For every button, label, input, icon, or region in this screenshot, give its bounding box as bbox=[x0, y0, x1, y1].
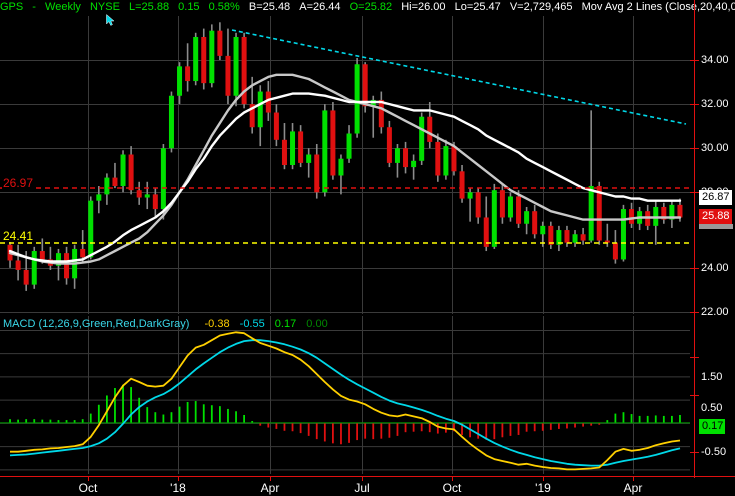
price-tag-resistance: 26.97 bbox=[2, 176, 35, 190]
time-axis-label: Apr bbox=[623, 481, 643, 495]
axis-tick bbox=[690, 60, 699, 61]
quote-bar: GPS - Weekly NYSE L=25.88 0.15 0.58% B=2… bbox=[0, 0, 735, 15]
exchange-label: NYSE bbox=[89, 1, 120, 13]
time-axis-label: Jul bbox=[354, 481, 370, 495]
time-axis-tick bbox=[362, 476, 363, 481]
last-price-label: L=25.88 bbox=[129, 1, 170, 13]
macd-title[interactable]: MACD (12,26,9,Green,Red,DarkGray) bbox=[3, 318, 190, 330]
macd-signal-value: -0.55 bbox=[239, 318, 265, 330]
time-axis-label: Oct bbox=[78, 481, 98, 495]
macd-zero-value: 0.00 bbox=[306, 318, 328, 330]
low-label: Lo=25.47 bbox=[454, 1, 501, 13]
macd-axis-label-050: 0.50 bbox=[701, 402, 723, 414]
price-tag-support: 24.41 bbox=[2, 229, 35, 243]
open-label: O=25.82 bbox=[349, 1, 393, 13]
macd-value: -0.38 bbox=[204, 318, 230, 330]
volume-bar-marker bbox=[699, 224, 733, 229]
change-label: 0.15 bbox=[178, 1, 200, 13]
axis-tick bbox=[690, 104, 699, 105]
indicator-label[interactable]: Mov Avg 2 Lines (Close,20,40,0) bbox=[581, 1, 735, 13]
volume-label: V=2,729,465 bbox=[509, 1, 573, 13]
symbol-label[interactable]: GPS bbox=[0, 1, 24, 13]
axis-tick bbox=[690, 312, 699, 313]
axis-vertical-line bbox=[694, 0, 695, 478]
bid-ask-price-box: 26.87 bbox=[699, 190, 732, 205]
time-axis-tick bbox=[88, 476, 89, 481]
axis-label-34: 34.00 bbox=[701, 54, 729, 66]
time-axis-label: '19 bbox=[535, 481, 551, 495]
interval-label[interactable]: Weekly bbox=[45, 1, 81, 13]
time-axis[interactable]: Oct '18 Apr Jul Oct '19 Apr bbox=[0, 474, 735, 496]
macd-hist-value: 0.17 bbox=[274, 318, 297, 330]
time-axis-tick bbox=[633, 476, 634, 481]
price-axis[interactable]: 34.00 32.00 30.00 28.00 24.00 22.00 26.8… bbox=[690, 0, 735, 478]
price-chart-panel[interactable] bbox=[0, 16, 690, 314]
axis-tick bbox=[690, 192, 699, 193]
time-axis-label: Apr bbox=[260, 481, 280, 495]
macd-legend[interactable]: MACD (12,26,9,Green,Red,DarkGray) -0.38 … bbox=[3, 318, 328, 330]
price-plot[interactable] bbox=[0, 16, 690, 314]
macd-axis-tick bbox=[690, 452, 699, 453]
macd-axis-tick bbox=[690, 357, 699, 358]
bid-label: B=25.48 bbox=[248, 1, 291, 13]
axis-tick bbox=[690, 268, 699, 269]
macd-axis-label-m050: -0.50 bbox=[701, 446, 727, 458]
ask-label: A=26.44 bbox=[299, 1, 341, 13]
time-axis-label: Oct bbox=[442, 481, 462, 495]
time-axis-tick bbox=[452, 476, 453, 481]
macd-chart-panel[interactable] bbox=[0, 316, 690, 474]
macd-axis-tick bbox=[690, 395, 699, 396]
axis-tick bbox=[690, 148, 699, 149]
axis-label-30: 30.00 bbox=[701, 142, 729, 154]
time-axis-tick bbox=[270, 476, 271, 481]
time-axis-tick bbox=[543, 476, 544, 481]
macd-axis-label-150: 1.50 bbox=[701, 371, 723, 383]
high-label: Hi=26.00 bbox=[401, 1, 446, 13]
last-price-box: 25.88 bbox=[699, 209, 732, 224]
symbol-dash: - bbox=[32, 1, 36, 13]
time-axis-label: '18 bbox=[170, 481, 186, 495]
axis-label-24: 24.00 bbox=[701, 262, 729, 274]
change-pct-label: 0.58% bbox=[208, 1, 240, 13]
macd-value-box: 0.17 bbox=[699, 419, 726, 434]
macd-plot[interactable] bbox=[0, 316, 690, 474]
axis-label-22: 22.00 bbox=[701, 306, 729, 318]
time-axis-tick bbox=[178, 476, 179, 481]
axis-label-32: 32.00 bbox=[701, 98, 729, 110]
time-axis-line bbox=[0, 476, 735, 477]
